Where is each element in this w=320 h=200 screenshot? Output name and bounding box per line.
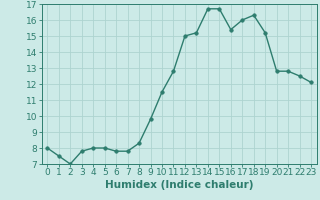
X-axis label: Humidex (Indice chaleur): Humidex (Indice chaleur) <box>105 180 253 190</box>
